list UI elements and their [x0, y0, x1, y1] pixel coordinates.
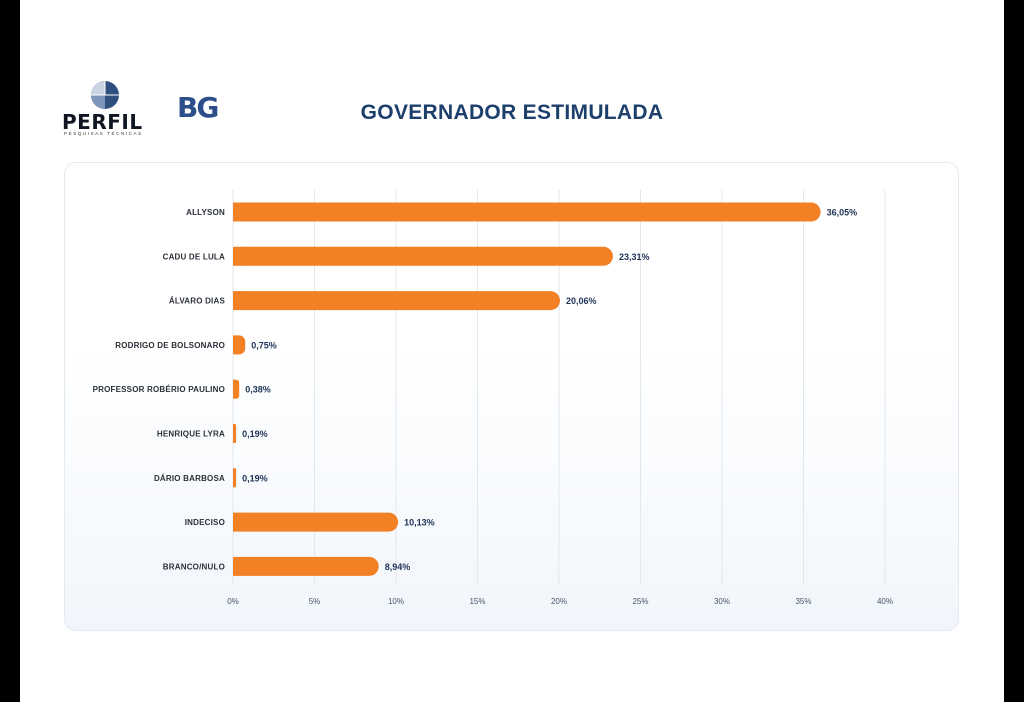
data-label: 23,31%	[619, 252, 650, 262]
category-label: DÁRIO BARBOSA	[154, 474, 225, 483]
data-label: 0,19%	[242, 429, 268, 439]
bar-base	[233, 335, 240, 355]
x-tick-label: 15%	[469, 597, 485, 606]
bar	[233, 556, 379, 576]
x-tick-label: 10%	[388, 597, 404, 606]
x-tick-label: 40%	[877, 597, 893, 606]
x-tick-label: 20%	[551, 597, 567, 606]
data-label: 0,38%	[245, 385, 271, 395]
report-page: PERFIL PESQUISAS TÉCNICAS BG GOVERNADOR …	[20, 0, 1004, 702]
bar	[233, 512, 399, 532]
category-label: INDECISO	[185, 518, 225, 527]
data-label: 8,94%	[385, 562, 411, 572]
bar-chart: 0% 5% 10% 15% 20% 25% 30% 35% 40% ALLYSON 36,05% CA…	[93, 190, 893, 606]
perfil-wordmark: PERFIL	[62, 110, 143, 134]
bar-base	[233, 556, 243, 576]
x-tick-label: 30%	[714, 597, 730, 606]
bar-base	[233, 468, 235, 488]
perfil-logo: PERFIL PESQUISAS TÉCNICAS	[62, 80, 152, 136]
data-label: 0,19%	[242, 473, 268, 483]
category-label: ÁLVARO DIAS	[169, 297, 226, 306]
bg-logo: BG	[177, 91, 219, 123]
pie-logo-icon	[91, 81, 119, 109]
category-label: CADU DE LULA	[163, 252, 225, 261]
category-label: RODRIGO DE BOLSONARO	[115, 341, 225, 350]
bar-base	[233, 202, 243, 222]
chart-title: GOVERNADOR ESTIMULADA	[360, 101, 664, 124]
bar	[233, 291, 560, 311]
x-tick-label: 25%	[632, 597, 648, 606]
category-label: PROFESSOR ROBÉRIO PAULINO	[93, 385, 225, 394]
perfil-tagline: PESQUISAS TÉCNICAS	[64, 131, 143, 136]
x-tick-label: 35%	[795, 597, 811, 606]
category-label: BRANCO/NULO	[163, 562, 225, 571]
data-label: 36,05%	[827, 208, 858, 218]
bg-wordmark: BG	[177, 91, 217, 123]
bar-base	[233, 246, 243, 266]
bar	[233, 202, 821, 222]
x-tick-label: 0%	[227, 597, 239, 606]
bar-base	[233, 379, 237, 399]
data-label: 20,06%	[566, 296, 597, 306]
bar-base	[233, 512, 243, 532]
category-label: ALLYSON	[186, 208, 225, 217]
category-label: HENRIQUE LYRA	[157, 430, 225, 439]
x-tick-label: 5%	[309, 597, 321, 606]
bar-base	[233, 291, 243, 311]
bar-base	[233, 424, 235, 443]
bar	[233, 246, 613, 266]
chart-card	[64, 162, 959, 631]
data-label: 0,75%	[251, 340, 277, 350]
data-label: 10,13%	[404, 518, 435, 528]
